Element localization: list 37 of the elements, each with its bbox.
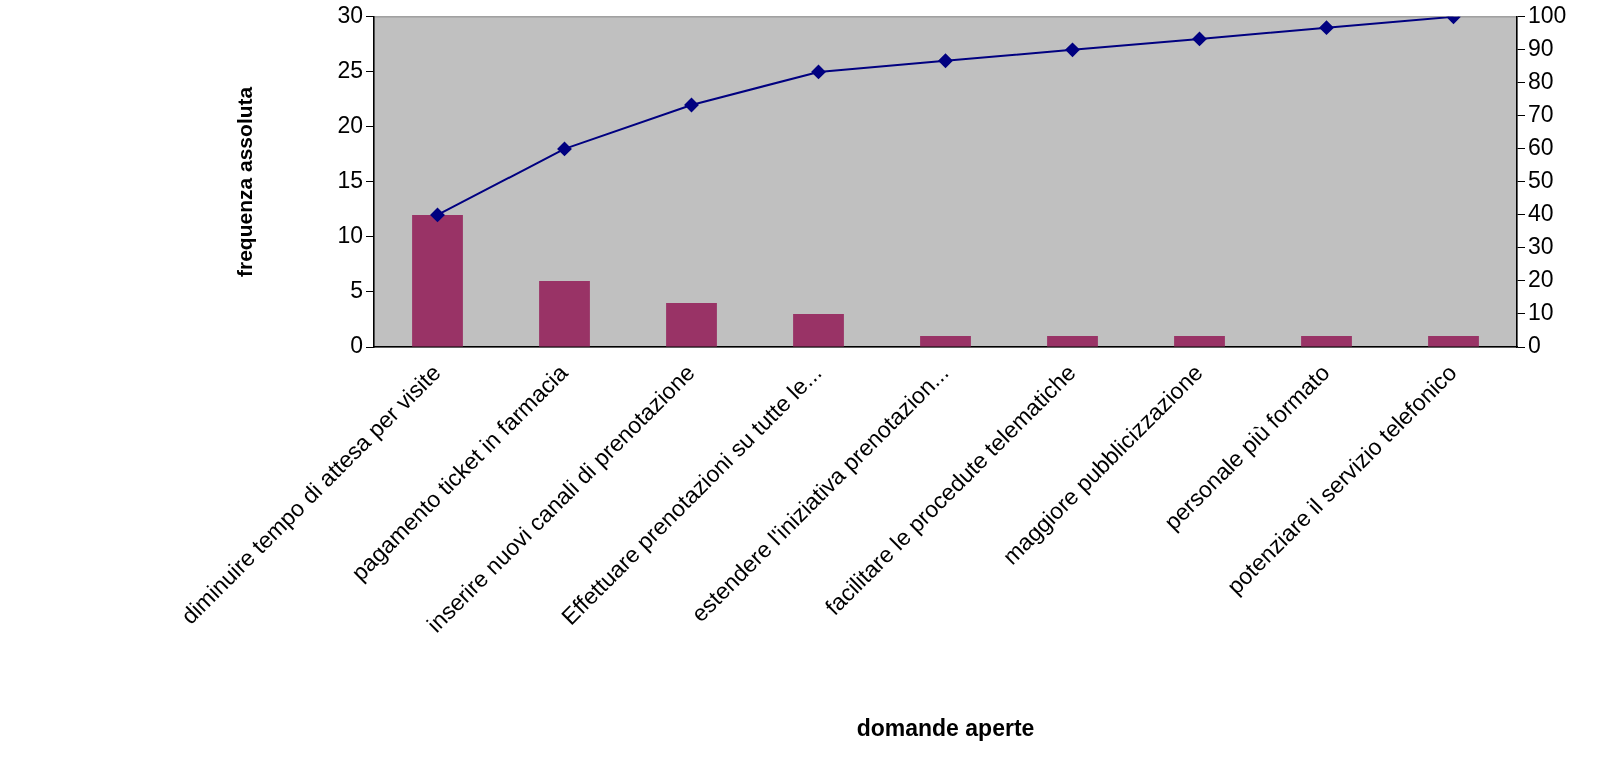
bar xyxy=(1174,335,1225,347)
bar xyxy=(539,280,590,347)
y2-tick-label: 60 xyxy=(1528,134,1554,161)
y2-tick-label: 50 xyxy=(1528,167,1554,194)
point xyxy=(811,64,826,79)
bar xyxy=(793,313,844,347)
bar xyxy=(666,302,717,347)
y2-tick-label: 10 xyxy=(1528,299,1554,326)
y-tick-label: 15 xyxy=(337,167,363,194)
y-tick-label: 0 xyxy=(350,332,363,359)
point xyxy=(1065,42,1080,57)
bar xyxy=(412,214,463,347)
y-tick-label: 30 xyxy=(337,2,363,29)
y2-tick-label: 0 xyxy=(1528,332,1541,359)
y2-tick-label: 90 xyxy=(1528,35,1554,62)
y-axis-title: frequenza assoluta xyxy=(233,86,257,278)
bar xyxy=(1428,335,1479,347)
y-tick-label: 20 xyxy=(337,112,363,139)
point xyxy=(430,207,445,222)
y2-tick-label: 80 xyxy=(1528,68,1554,95)
y2-tick-label: 30 xyxy=(1528,233,1554,260)
bar xyxy=(1047,335,1098,347)
point xyxy=(684,97,699,112)
point xyxy=(938,53,953,68)
y-tick-label: 10 xyxy=(337,222,363,249)
x-axis-title: domande aperte xyxy=(856,714,1035,741)
y2-tick-label: 20 xyxy=(1528,266,1554,293)
point xyxy=(557,141,572,156)
y-tick-label: 5 xyxy=(350,277,363,304)
y2-tick-label: 70 xyxy=(1528,101,1554,128)
point xyxy=(1319,20,1334,35)
point xyxy=(1192,31,1207,46)
bar xyxy=(1301,335,1352,347)
y2-tick-label: 40 xyxy=(1528,200,1554,227)
bar xyxy=(920,335,971,347)
y-tick-label: 25 xyxy=(337,57,363,84)
y2-tick-label: 100 xyxy=(1528,2,1567,29)
